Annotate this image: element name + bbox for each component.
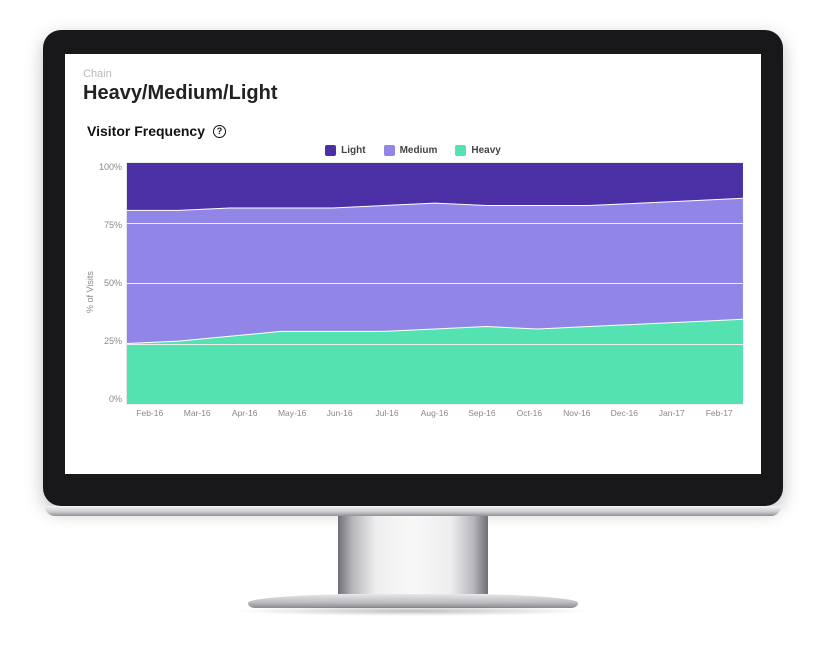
legend-item-heavy[interactable]: Heavy	[455, 145, 500, 156]
monitor-frame: Chain Heavy/Medium/Light Visitor Frequen…	[43, 30, 783, 616]
x-tick: Nov-16	[553, 408, 600, 418]
area-medium	[127, 198, 743, 343]
x-axis-ticks: Feb-16Mar-16Apr-16May-16Jun-16Jul-16Aug-…	[126, 404, 743, 422]
gridline	[127, 162, 743, 163]
x-tick: Jan-17	[648, 408, 695, 418]
breadcrumb: Chain	[83, 68, 743, 80]
chart-title: Visitor Frequency	[87, 123, 205, 139]
legend-label-heavy: Heavy	[471, 145, 500, 156]
legend-item-medium[interactable]: Medium	[384, 145, 438, 156]
y-tick: 0%	[99, 394, 122, 404]
page-title: Heavy/Medium/Light	[83, 82, 743, 105]
legend-label-light: Light	[341, 145, 365, 156]
legend-swatch-heavy	[455, 145, 466, 156]
gridline	[127, 223, 743, 224]
legend-item-light[interactable]: Light	[325, 145, 365, 156]
y-axis-ticks: 100% 75% 50% 25% 0%	[97, 162, 126, 422]
legend-swatch-medium	[384, 145, 395, 156]
screen: Chain Heavy/Medium/Light Visitor Frequen…	[65, 54, 761, 474]
x-tick: Dec-16	[601, 408, 648, 418]
x-tick: Feb-16	[126, 408, 173, 418]
x-tick: Aug-16	[411, 408, 458, 418]
y-tick: 75%	[99, 220, 122, 230]
y-axis-label: % of Visits	[83, 162, 97, 422]
x-tick: Apr-16	[221, 408, 268, 418]
x-tick: Mar-16	[173, 408, 220, 418]
chart-plot	[126, 162, 743, 404]
gridline	[127, 404, 743, 405]
legend-label-medium: Medium	[400, 145, 438, 156]
chart-header: Visitor Frequency ?	[87, 123, 743, 139]
x-tick: Feb-17	[695, 408, 742, 418]
x-tick: Oct-16	[506, 408, 553, 418]
monitor-stand-shadow	[233, 606, 593, 616]
monitor-chin	[45, 506, 781, 516]
x-tick: May-16	[268, 408, 315, 418]
x-tick: Jun-16	[316, 408, 363, 418]
y-tick: 50%	[99, 278, 122, 288]
chart-area: % of Visits 100% 75% 50% 25% 0% Feb-16Mar-16…	[83, 162, 743, 422]
gridline	[127, 283, 743, 284]
gridline	[127, 344, 743, 345]
x-tick: Jul-16	[363, 408, 410, 418]
help-icon[interactable]: ?	[213, 125, 226, 138]
y-tick: 100%	[99, 162, 122, 172]
chart-legend: Light Medium Heavy	[83, 145, 743, 156]
monitor-stand-neck	[338, 516, 488, 594]
legend-swatch-light	[325, 145, 336, 156]
y-tick: 25%	[99, 336, 122, 346]
monitor-bezel: Chain Heavy/Medium/Light Visitor Frequen…	[43, 30, 783, 506]
x-tick: Sep-16	[458, 408, 505, 418]
